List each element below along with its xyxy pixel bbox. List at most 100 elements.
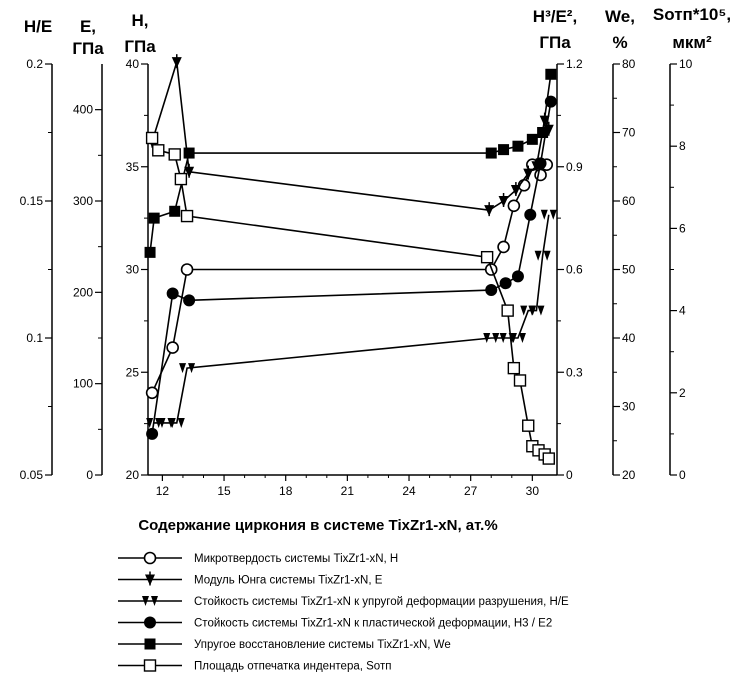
marker-filled-square [545, 68, 557, 80]
x-tick-label: 27 [464, 484, 478, 498]
marker-filled-square [498, 144, 510, 156]
legend-entry: Модуль Юнга системы TixZr1-xN, E [118, 571, 383, 587]
y-tick-label-s: 0 [679, 468, 686, 482]
marker-open-circle [180, 263, 194, 276]
marker-double-triangle [528, 305, 545, 316]
legend-label: Модуль Юнга системы TixZr1-xN, E [194, 575, 383, 587]
marker-open-square [542, 452, 555, 465]
marker-filled-circle [183, 294, 196, 307]
y-tick-label-he: 0.2 [26, 57, 43, 71]
marker-double-triangle [483, 333, 500, 343]
y-axis-title-s: Sотп*10⁵, [653, 5, 731, 24]
y-axis-title-we: We, [605, 7, 635, 26]
y-axis-title-we: % [612, 33, 627, 52]
y-tick-label-he: 0.15 [20, 194, 44, 208]
marker-open-square [522, 419, 535, 432]
x-tick-label: 18 [279, 484, 293, 498]
legend-entry: Стойкость системы TixZr1-xN к упругой де… [118, 596, 569, 608]
series-line-h [151, 163, 548, 394]
y-tick-label-we: 80 [622, 57, 636, 71]
legend-label: Площадь отпечатка индентера, Sотп [194, 661, 391, 673]
y-tick-label-h3e2: 0.3 [566, 365, 583, 379]
y-tick-label-we: 20 [622, 468, 636, 482]
marker-filled-circle [499, 277, 512, 290]
series-s [145, 131, 555, 465]
marker-open-square [152, 144, 165, 157]
marker-open-square [145, 131, 159, 145]
marker-filled-square [144, 638, 156, 650]
y-tick-label-h: 35 [126, 160, 140, 174]
marker-open-square [143, 659, 157, 672]
legend: Микротвердость системы TixZr1-xN, H Модул… [118, 551, 569, 673]
x-tick-label: 30 [526, 484, 540, 498]
y-tick-label-s: 8 [679, 139, 686, 153]
marker-open-circle [497, 240, 510, 254]
x-tick-label: 12 [156, 484, 170, 498]
legend-label: Стойкость системы TixZr1-xN к пластическ… [194, 618, 552, 630]
series-line-he [154, 214, 550, 424]
y-axis-title-e: E, [80, 17, 96, 36]
marker-open-square [480, 250, 494, 264]
series-layer [144, 54, 557, 465]
y-tick-label-s: 6 [679, 221, 686, 235]
x-tick-label: 21 [341, 484, 355, 498]
marker-open-circle [145, 386, 159, 400]
marker-double-triangle [509, 333, 526, 343]
y-tick-label-we: 30 [622, 400, 636, 414]
marker-filled-square [183, 147, 195, 159]
marker-filled-circle [144, 616, 156, 629]
marker-filled-circle [146, 427, 159, 440]
y-tick-label-he: 0.05 [20, 468, 44, 482]
series-line-we [149, 74, 552, 253]
y-axis-title-h3e2: ГПа [539, 33, 571, 52]
y-tick-label-h: 20 [126, 468, 140, 482]
legend-label: Микротвердость системы TixZr1-xN, H [194, 553, 398, 565]
y-axis-title-s: мкм² [672, 33, 712, 52]
marker-open-square [168, 148, 181, 161]
series-e [147, 54, 554, 217]
y-tick-label-h3e2: 0 [566, 468, 573, 482]
marker-filled-square [537, 127, 549, 138]
y-tick-label-e: 400 [73, 103, 93, 117]
legend-entry: Микротвердость системы TixZr1-xN, H [118, 551, 398, 565]
y-tick-label-e: 200 [73, 285, 93, 299]
marker-filled-square [148, 212, 160, 224]
y-axis-title-h: ГПа [124, 37, 156, 56]
marker-filled-circle [534, 157, 547, 170]
y-tick-label-h3e2: 0.6 [566, 263, 583, 277]
marker-filled-square [169, 205, 181, 217]
marker-double-triangle [540, 209, 557, 220]
series-h [145, 158, 554, 400]
y-tick-label-h: 25 [126, 365, 140, 379]
y-tick-label-s: 2 [679, 386, 686, 400]
marker-filled-square [485, 147, 497, 159]
marker-open-square [507, 361, 521, 375]
marker-open-square [174, 172, 188, 186]
y-tick-label-h3e2: 0.9 [566, 160, 583, 174]
marker-filled-circle [524, 208, 537, 221]
marker-double-triangle [168, 417, 185, 428]
legend-entry: Площадь отпечатка индентера, Sотп [118, 659, 391, 673]
legend-label: Стойкость системы TixZr1-xN к упругой де… [194, 596, 569, 608]
marker-double-triangle [534, 250, 551, 261]
marker-double-triangle [179, 363, 196, 374]
y-axis-title-h3e2: H³/E², [533, 7, 577, 26]
x-tick-label: 24 [402, 484, 416, 498]
y-tick-label-s: 10 [679, 57, 693, 71]
marker-open-square [501, 304, 514, 317]
marker-filled-square [144, 246, 156, 258]
y-tick-label-we: 60 [622, 194, 636, 208]
y-tick-label-he: 0.1 [26, 331, 43, 345]
y-tick-label-we: 50 [622, 263, 636, 277]
series-line-e [151, 61, 550, 211]
series-line-s [151, 137, 550, 460]
x-tick-label: 15 [217, 484, 231, 498]
y-tick-label-e: 0 [86, 468, 93, 482]
y-tick-label-we: 70 [622, 126, 636, 140]
y-tick-label-s: 4 [679, 304, 686, 318]
marker-filled-circle [511, 270, 524, 283]
series-h3e2 [146, 95, 557, 440]
y-axis-title-e: ГПа [72, 39, 104, 58]
marker-filled-circle [485, 284, 498, 297]
